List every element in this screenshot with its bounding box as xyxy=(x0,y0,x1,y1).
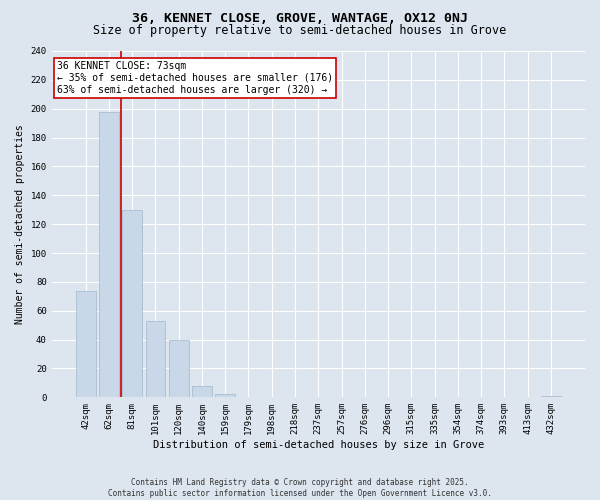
Bar xyxy=(541,396,561,398)
X-axis label: Distribution of semi-detached houses by size in Grove: Distribution of semi-detached houses by … xyxy=(152,440,484,450)
Y-axis label: Number of semi-detached properties: Number of semi-detached properties xyxy=(15,124,25,324)
Bar xyxy=(215,394,235,398)
Bar xyxy=(146,321,166,398)
Text: Size of property relative to semi-detached houses in Grove: Size of property relative to semi-detach… xyxy=(94,24,506,37)
Bar xyxy=(122,210,142,398)
Bar xyxy=(76,290,95,398)
Text: Contains HM Land Registry data © Crown copyright and database right 2025.
Contai: Contains HM Land Registry data © Crown c… xyxy=(108,478,492,498)
Text: 36, KENNET CLOSE, GROVE, WANTAGE, OX12 0NJ: 36, KENNET CLOSE, GROVE, WANTAGE, OX12 0… xyxy=(132,12,468,26)
Text: 36 KENNET CLOSE: 73sqm
← 35% of semi-detached houses are smaller (176)
63% of se: 36 KENNET CLOSE: 73sqm ← 35% of semi-det… xyxy=(57,62,333,94)
Bar xyxy=(169,340,188,398)
Bar xyxy=(99,112,119,398)
Bar xyxy=(192,386,212,398)
